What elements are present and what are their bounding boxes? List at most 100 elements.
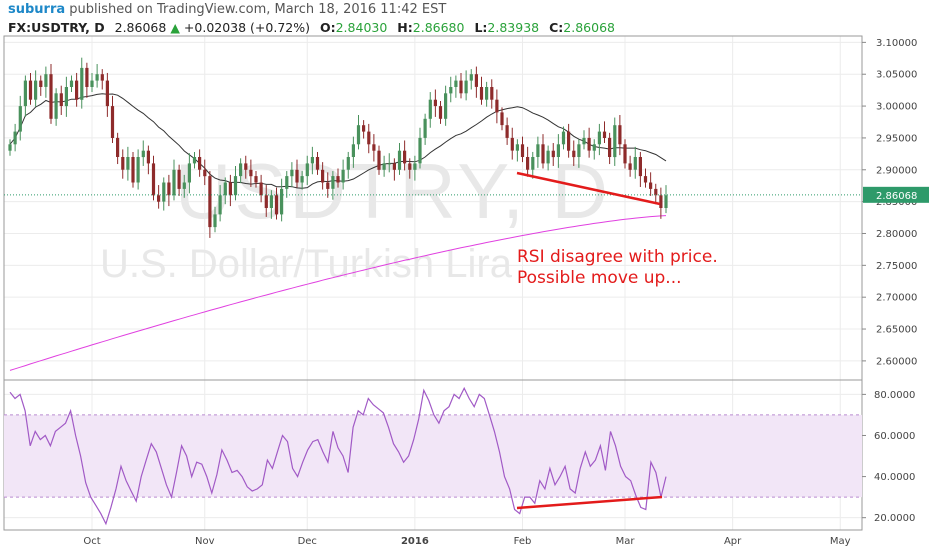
candle (80, 57, 84, 109)
price-tick-label: 2.90000 (876, 165, 917, 176)
candle-body (459, 80, 463, 94)
candle-body (618, 125, 622, 145)
candle (151, 155, 156, 201)
candle (444, 85, 448, 126)
candle (546, 145, 550, 171)
candle (249, 159, 253, 187)
candle-body (418, 137, 422, 164)
candle-body (474, 74, 478, 87)
candle-body (551, 150, 555, 158)
candle (315, 151, 320, 175)
candle-body (520, 144, 525, 157)
watermark-name: U.S. Dollar/Turkish Lira (100, 242, 513, 286)
candle (659, 187, 663, 219)
candle-body (490, 87, 494, 100)
candle-body (157, 195, 161, 202)
price-tick-label: 3.05000 (876, 70, 917, 81)
candle (177, 164, 181, 196)
candle (69, 75, 74, 93)
candle-body (633, 157, 637, 170)
candle (449, 76, 453, 103)
candle-body (341, 169, 345, 183)
candle (157, 185, 161, 209)
candle (372, 134, 376, 162)
candle (59, 85, 63, 115)
candle (567, 123, 571, 158)
candle (146, 145, 150, 175)
candle (290, 162, 294, 187)
candle (500, 107, 504, 131)
candle-body (321, 169, 325, 183)
close-value: 2.86068 (563, 20, 615, 35)
candle-body (505, 125, 509, 138)
candle-body (259, 182, 263, 196)
candle (121, 149, 125, 179)
candle-body (85, 67, 89, 87)
time-tick-label: May (830, 536, 851, 547)
candle-body (69, 80, 74, 87)
annotation-line2: Possible move up... (517, 268, 682, 288)
candle (608, 132, 612, 165)
candle (418, 127, 422, 169)
candle-body (664, 195, 668, 208)
candle (141, 140, 145, 166)
candle-body (116, 137, 120, 157)
last-price-badge (863, 186, 929, 203)
candle (505, 117, 509, 145)
candle (172, 159, 176, 201)
candle-body (433, 99, 437, 107)
plot-border (3, 35, 863, 531)
candle-body (336, 176, 340, 183)
candle (495, 89, 499, 124)
watermark: USDTRY, D U.S. Dollar/Turkish Lira (100, 147, 608, 286)
candle-body (597, 131, 601, 145)
candle-body (479, 87, 484, 100)
candle (198, 149, 202, 177)
last-price-tag: 2.86068 (863, 186, 929, 203)
author-link[interactable]: suburra (8, 2, 66, 17)
rsi-tick-label: 60.0000 (874, 431, 915, 442)
candle-body (54, 93, 58, 119)
candle (64, 76, 68, 117)
open-value: 2.84030 (335, 20, 388, 35)
candle-body (444, 93, 448, 119)
candle (239, 158, 243, 184)
candle-body (464, 80, 468, 94)
candle-body (510, 137, 514, 151)
candle-body (556, 144, 560, 157)
price-tick-label: 2.70000 (876, 293, 917, 304)
candle-body (515, 144, 519, 151)
time-tick-label: Apr (724, 536, 742, 547)
candle (490, 79, 494, 109)
candle (280, 178, 284, 222)
candle (105, 72, 109, 117)
candle-body (203, 169, 207, 177)
candle (531, 151, 535, 179)
candle (392, 158, 396, 181)
candle-body (403, 150, 407, 164)
candle-body (269, 195, 273, 208)
candle (664, 185, 668, 214)
candle (638, 151, 642, 187)
candle (526, 146, 530, 177)
candle-body (208, 176, 212, 228)
candle (587, 127, 591, 158)
last-price: 2.86068 (114, 20, 167, 35)
time-axis[interactable]: Oct Nov Dec 2016 Feb Mar Apr May (83, 536, 850, 547)
candle-body (531, 157, 535, 170)
candle (428, 92, 432, 128)
candle-body (408, 163, 412, 170)
candle-body (290, 169, 294, 177)
ohlc-legend: FX:USDTRY, D 2.86068 ▲ +0.02038 (+0.72%)… (8, 20, 615, 35)
candle-body (264, 195, 268, 208)
candle (561, 126, 566, 150)
candle-body (643, 176, 648, 183)
candle-body (428, 99, 432, 119)
candle-body (146, 150, 150, 164)
candle (8, 139, 12, 156)
rsi-axis[interactable]: 20.0000 40.0000 60.0000 80.0000 (862, 390, 915, 524)
annotation-line1: RSI disagree with price. (517, 247, 718, 267)
candle-body (218, 195, 222, 215)
